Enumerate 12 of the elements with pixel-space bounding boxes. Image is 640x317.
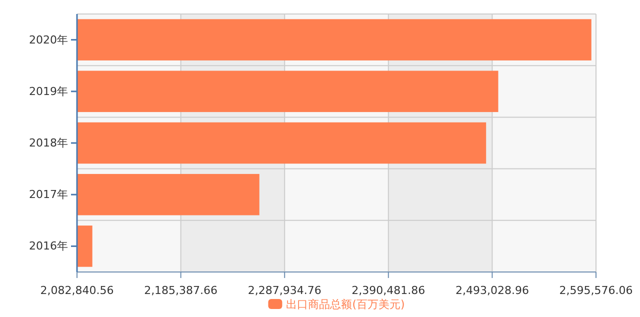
y-tick-label: 2019年 bbox=[29, 84, 68, 98]
x-tick-label: 2,595,576.06 bbox=[559, 284, 633, 298]
x-tick-label: 2,390,481.86 bbox=[352, 284, 426, 298]
y-tick-label: 2018年 bbox=[29, 136, 68, 150]
x-tick-label: 2,082,840.56 bbox=[40, 284, 114, 298]
legend-label: 出口商品总额(百万美元) bbox=[286, 298, 405, 311]
x-tick-label: 2,493,028.96 bbox=[455, 284, 529, 298]
x-tick-label: 2,287,934.76 bbox=[248, 284, 322, 298]
y-tick-label: 2016年 bbox=[29, 240, 68, 253]
y-tick-label: 2020年 bbox=[29, 33, 68, 46]
y-tick-label: 2017年 bbox=[29, 188, 68, 202]
x-tick-label: 2,185,387.66 bbox=[144, 284, 218, 298]
